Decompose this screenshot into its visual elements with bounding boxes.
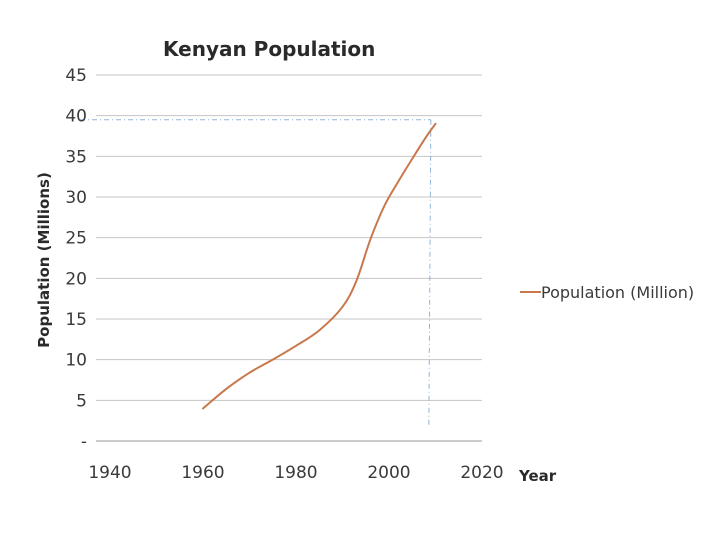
gridlines <box>96 74 482 442</box>
x-axis-title: Year <box>518 467 557 485</box>
y-axis-title: Population (Millions) <box>35 172 53 348</box>
series-layer <box>202 122 437 410</box>
x-tick-label: 1940 <box>88 463 131 483</box>
x-tick-label: 1980 <box>274 463 317 483</box>
y-tick-label: 10 <box>65 351 87 371</box>
x-tick-label: 1960 <box>181 463 224 483</box>
y-tick-labels: - 5 10 15 20 25 30 35 40 45 <box>65 66 87 452</box>
reference-lines <box>80 119 432 425</box>
chart-title: Kenyan Population <box>163 37 375 61</box>
y-tick-label: 40 <box>65 107 87 127</box>
x-tick-label: 2000 <box>367 463 410 483</box>
y-tick-label: 30 <box>65 188 87 208</box>
y-tick-label: 35 <box>65 147 87 167</box>
y-tick-label: 15 <box>65 310 87 330</box>
reference-line-vertical <box>428 119 432 425</box>
x-tick-labels: 1940 1960 1980 2000 2020 <box>88 463 503 483</box>
y-tick-label: 45 <box>65 66 87 86</box>
x-tick-label: 2020 <box>460 463 503 483</box>
series-line-0 <box>202 122 437 410</box>
y-tick-label: 5 <box>76 391 87 411</box>
legend: Population (Million) <box>520 283 694 302</box>
y-tick-label: 25 <box>65 229 87 249</box>
y-tick-label: - <box>81 432 87 452</box>
legend-label: Population (Million) <box>541 283 694 302</box>
y-tick-label: 20 <box>65 269 87 289</box>
